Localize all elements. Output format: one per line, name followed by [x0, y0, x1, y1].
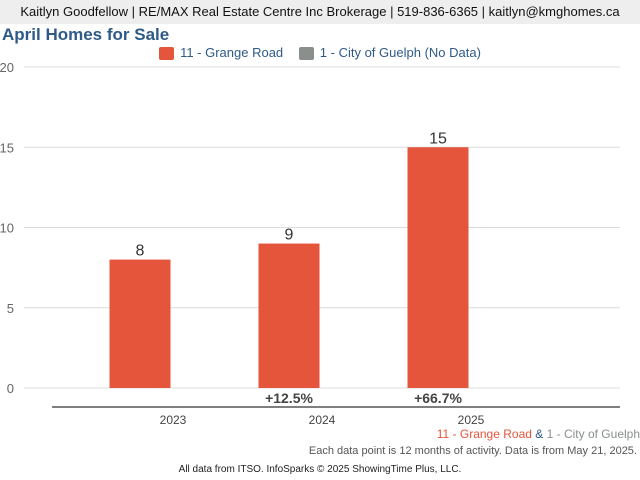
bar-value-label: 15 — [429, 130, 447, 147]
x-tick-label: 2023 — [160, 413, 187, 427]
y-tick-label: 15 — [0, 140, 14, 155]
chart-title: April Homes for Sale — [2, 25, 170, 44]
footer-credit: All data from ITSO. InfoSparks © 2025 Sh… — [178, 464, 462, 475]
data-note: Each data point is 12 months of activity… — [308, 445, 637, 457]
comparison-amp: & — [535, 427, 544, 441]
bar-2025[interactable] — [407, 147, 469, 388]
legend-label: 1 - City of Guelph (No Data) — [319, 45, 481, 60]
comparison-area2: 1 - City of Guelph — [546, 427, 640, 441]
y-tick-label: 0 — [7, 381, 14, 396]
legend-item-city-of-guelph[interactable]: 1 - City of Guelph (No Data) — [298, 44, 481, 62]
legend-label: 11 - Grange Road — [180, 45, 284, 60]
x-tick-label: 2025 — [458, 413, 485, 427]
bar-value-label: 8 — [136, 243, 145, 260]
y-tick-label: 20 — [0, 60, 14, 75]
y-tick-label: 5 — [7, 301, 14, 316]
comparison-label: 11 - Grange Road & 1 - City of Guelph — [437, 426, 640, 442]
legend-item-grange-road[interactable]: 11 - Grange Road — [159, 44, 283, 62]
pct-change-label: +66.7% — [414, 390, 462, 406]
pct-change-label: +12.5% — [265, 390, 313, 406]
bar-value-label: 9 — [285, 227, 294, 244]
comparison-area1: 11 - Grange Road — [436, 427, 532, 441]
legend-swatch-icon — [159, 46, 175, 60]
y-tick-label: 10 — [0, 221, 14, 236]
legend: 11 - Grange Road 1 - City of Guelph (No … — [0, 44, 640, 65]
bar-2023[interactable] — [109, 259, 171, 388]
contact-bar: Kaitlyn Goodfellow | RE/MAX Real Estate … — [0, 0, 640, 24]
legend-swatch-icon — [298, 46, 314, 60]
bar-2024[interactable] — [258, 243, 320, 388]
x-tick-label: 2024 — [309, 413, 336, 427]
